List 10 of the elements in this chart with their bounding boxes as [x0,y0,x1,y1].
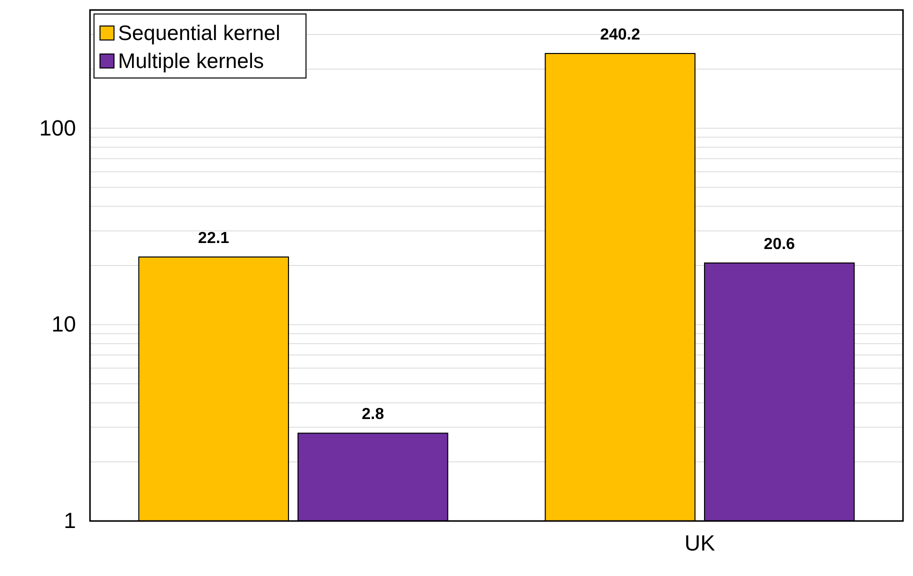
y-tick-label: 100 [39,115,76,140]
y-tick-label: 1 [64,508,76,534]
legend-label: Multiple kernels [118,50,264,73]
data-label: 240.2 [600,26,640,44]
x-tick-label: UK [684,530,716,556]
legend-label: Sequential kernel [118,22,280,45]
data-label: 20.6 [764,236,796,253]
data-label: 2.8 [362,406,384,424]
y-tick-label: 10 [52,312,76,337]
data-label: 22.1 [198,230,230,247]
